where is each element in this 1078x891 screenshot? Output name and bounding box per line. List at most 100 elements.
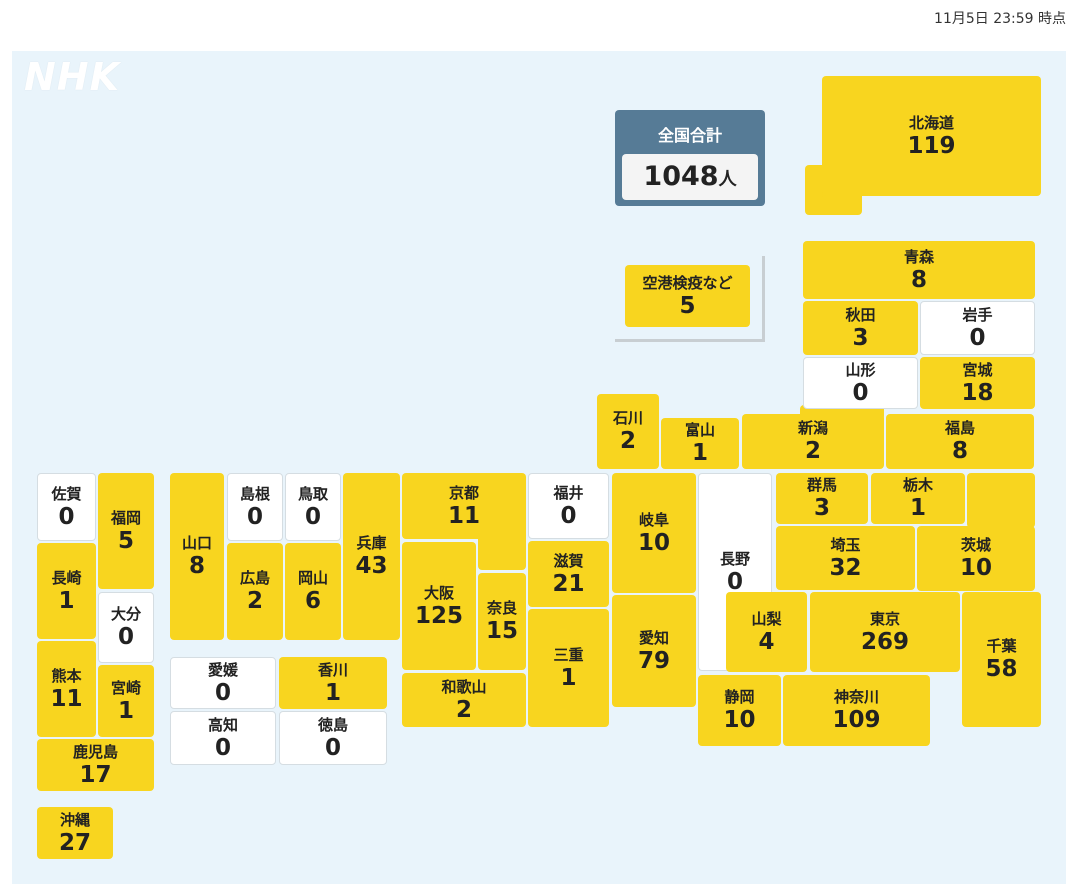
prefecture-tile: 京都 11: [402, 473, 526, 539]
prefecture-value: 10: [637, 529, 670, 556]
prefecture-tile: 秋田 3: [803, 301, 918, 355]
prefecture-tile: 富山 1: [661, 418, 739, 469]
prefecture-value: 0: [117, 624, 134, 650]
prefecture-tile: 青森 8: [803, 241, 1035, 299]
prefecture-name: 兵庫: [356, 534, 387, 552]
prefecture-name: 群馬: [806, 476, 837, 494]
prefecture-tile: 山形 0: [803, 357, 918, 409]
prefecture-name: 愛知: [638, 628, 669, 647]
prefecture-value: 3: [852, 324, 869, 351]
prefecture-name: 秋田: [845, 305, 876, 324]
prefecture-tile: 滋賀 21: [528, 541, 609, 607]
prefecture-value: 10: [959, 555, 992, 581]
prefecture-tile: 新潟 2: [742, 414, 884, 469]
prefecture-value: 0: [214, 679, 231, 706]
prefecture-value: 1: [560, 664, 577, 691]
prefecture-tile: 千葉 58: [962, 592, 1041, 727]
prefecture-name: 長崎: [51, 568, 82, 587]
prefecture-tile: 和歌山 2: [402, 673, 526, 727]
prefecture-name: 大阪: [423, 583, 454, 602]
prefecture-value: 0: [58, 503, 75, 530]
airport-frame: [615, 256, 765, 342]
prefecture-name: 大分: [110, 605, 141, 623]
prefecture-tile: 茨城 10: [917, 526, 1035, 591]
prefecture-value: 58: [985, 656, 1018, 682]
prefecture-value: 2: [619, 428, 636, 454]
prefecture-tile: 大阪 125: [402, 542, 476, 670]
prefecture-value: 6: [304, 588, 321, 614]
prefecture-tile: 群馬 3: [776, 473, 868, 524]
prefecture-tile: 高知 0: [170, 711, 276, 765]
prefecture-value: 79: [637, 647, 670, 674]
prefecture-name: 沖縄: [59, 810, 90, 829]
prefecture-tile: 鳥取 0: [285, 473, 341, 541]
prefecture-name: 北海道: [908, 113, 954, 132]
prefecture-value: 3: [813, 495, 830, 521]
prefecture-value: 1: [324, 679, 341, 706]
prefecture-name: 滋賀: [553, 551, 584, 570]
prefecture-value: 0: [726, 568, 743, 595]
prefecture-value: 11: [50, 685, 83, 712]
prefecture-name: 熊本: [51, 666, 82, 685]
prefecture-tile: 岡山 6: [285, 543, 341, 640]
prefecture-value: 32: [829, 554, 862, 581]
prefecture-tile: 岩手 0: [920, 301, 1035, 355]
prefecture-name: 千葉: [986, 637, 1017, 655]
prefecture-name: 栃木: [902, 476, 933, 494]
prefecture-name: 宮城: [962, 360, 993, 379]
prefecture-name: 佐賀: [51, 484, 82, 503]
prefecture-value: 17: [79, 761, 112, 788]
total-unit: 人: [718, 169, 737, 190]
prefecture-value: 8: [951, 438, 968, 464]
prefecture-tile: 香川 1: [279, 657, 387, 709]
airport-value: 5: [679, 292, 696, 319]
prefecture-name: 京都: [448, 483, 479, 502]
prefecture-tile: 三重 1: [528, 609, 609, 727]
prefecture-value: 43: [355, 553, 388, 579]
prefecture-value: 8: [188, 553, 205, 579]
prefecture-value: 11: [447, 502, 480, 529]
prefecture-value: 0: [304, 503, 321, 530]
prefecture-name: 高知: [207, 715, 238, 734]
prefecture-tile: 沖縄 27: [37, 807, 113, 859]
prefecture-value: 18: [961, 379, 994, 406]
prefecture-value: 119: [907, 132, 956, 159]
prefecture-tile: 栃木 1: [871, 473, 965, 524]
prefecture-value: 0: [324, 734, 341, 761]
prefecture-shape: [967, 473, 1035, 528]
prefecture-tile: 埼玉 32: [776, 526, 915, 590]
prefecture-value: 1: [58, 587, 75, 614]
prefecture-name: 長野: [719, 549, 750, 568]
prefecture-name: 新潟: [797, 419, 828, 437]
prefecture-name: 奈良: [486, 599, 517, 617]
prefecture-value: 2: [455, 696, 472, 723]
logo: NHK: [24, 55, 121, 99]
prefecture-name: 岐阜: [638, 510, 669, 529]
prefecture-name: 東京: [869, 609, 900, 628]
prefecture-tile: 広島 2: [227, 543, 283, 640]
prefecture-value: 125: [414, 602, 463, 629]
prefecture-tile: 大分 0: [98, 592, 154, 663]
prefecture-value: 0: [852, 379, 869, 406]
prefecture-tile: 奈良 15: [478, 573, 526, 670]
prefecture-value: 2: [804, 438, 821, 464]
prefecture-value: 8: [910, 266, 927, 293]
prefecture-tile: 佐賀 0: [37, 473, 96, 541]
prefecture-tile: 宮城 18: [920, 357, 1035, 409]
prefecture-name: 青森: [903, 247, 934, 266]
prefecture-tile: 福岡 5: [98, 473, 154, 589]
airport-label: 空港検疫など: [642, 273, 733, 292]
prefecture-value: 15: [485, 618, 518, 644]
prefecture-name: 島根: [239, 484, 270, 503]
prefecture-tile: 岐阜 10: [612, 473, 696, 593]
prefecture-name: 山梨: [751, 609, 782, 628]
prefecture-value: 2: [246, 588, 263, 614]
prefecture-name: 埼玉: [830, 535, 861, 554]
prefecture-tile: 島根 0: [227, 473, 283, 541]
prefecture-value: 0: [246, 503, 263, 530]
prefecture-name: 鹿児島: [72, 742, 118, 761]
prefecture-name: 福井: [553, 483, 584, 502]
prefecture-value: 5: [117, 527, 134, 554]
map: NHK 全国合計 1048 人 北海道 119 青森 8 秋田 3 岩手 0 山形 0 宮城 18 石川…: [12, 51, 1066, 884]
prefecture-name: 山口: [181, 534, 212, 552]
